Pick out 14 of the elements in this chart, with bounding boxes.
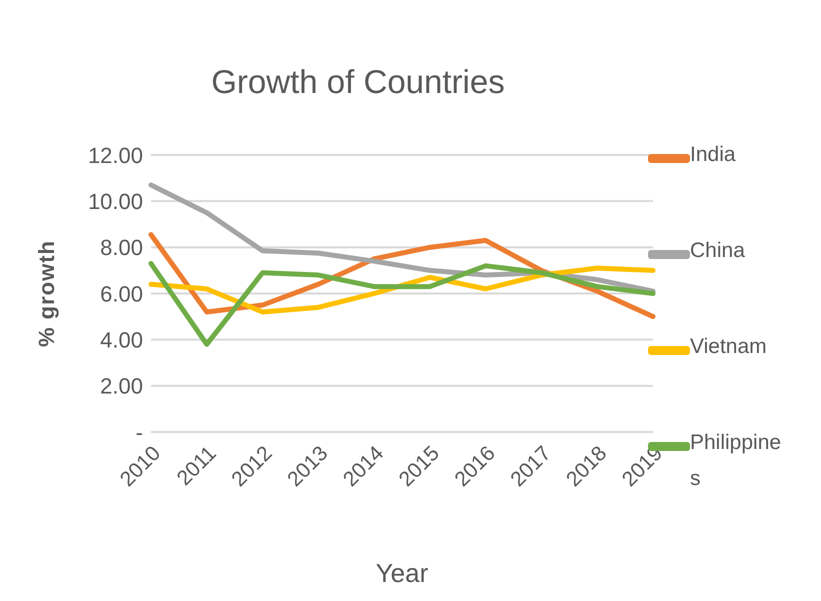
y-tick-label: 10.00 (88, 188, 143, 214)
y-tick-label: 6.00 (100, 281, 143, 306)
y-tick-label: 4.00 (100, 327, 143, 352)
legend-label: China (690, 238, 746, 264)
chart-title: Growth of Countries (210, 63, 506, 101)
y-tick-label: 12.00 (88, 142, 143, 168)
legend-label: India (690, 142, 737, 168)
x-axis-title: Year (376, 558, 429, 588)
y-tick-label: 8.00 (100, 235, 143, 260)
legend-label: Vietnam (690, 334, 768, 360)
y-tick-label: 2.00 (100, 374, 143, 399)
y-tick-label: - (136, 420, 143, 445)
legend-label: Philippines (690, 430, 782, 492)
y-axis-title: % growth (34, 240, 59, 347)
